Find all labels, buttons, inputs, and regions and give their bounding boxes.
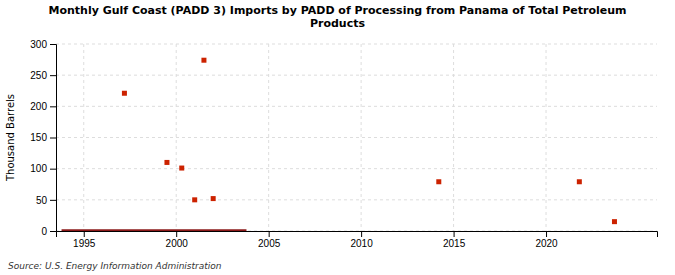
tick-label: 50: [36, 195, 48, 206]
point: [164, 160, 169, 165]
tick-label: 250: [30, 70, 47, 81]
tick: 2020: [535, 231, 558, 249]
tick-label: 200: [30, 101, 47, 112]
tick: 2005: [258, 231, 281, 249]
y-axis: 0 50 100 150 200 250 300: [30, 39, 56, 237]
tick: 300: [30, 39, 56, 50]
tick-label: 150: [30, 132, 47, 143]
line: [62, 229, 247, 231]
grid-line-y: [56, 168, 657, 169]
tick-mark: [84, 231, 85, 237]
tick: 2010: [350, 231, 373, 249]
tick: 1995: [73, 231, 96, 249]
grid-line-x: [546, 44, 547, 231]
tick: 2015: [443, 231, 466, 249]
tick-mark: [50, 169, 56, 170]
grid-line-x: [361, 44, 362, 231]
tick-mark: [50, 75, 56, 76]
tick-mark: [454, 231, 455, 237]
title-line: Products: [310, 17, 366, 30]
tick: 100: [30, 163, 56, 174]
tick: 50: [36, 195, 56, 206]
tick-label: 2020: [535, 238, 558, 249]
grid-line-y: [56, 199, 657, 200]
tick: 150: [30, 132, 56, 143]
grid-line-y: [56, 137, 657, 138]
tick-mark: [50, 44, 56, 45]
tick-mark: [50, 138, 56, 139]
tick-mark: [50, 200, 56, 201]
title-line: Monthly Gulf Coast (PADD 3) Imports by P…: [48, 4, 626, 17]
tick-label: 1995: [73, 238, 96, 249]
grid-line-y: [56, 75, 657, 76]
tick-mark: [50, 106, 56, 107]
tick-mark: [361, 231, 362, 237]
grid-line-y: [56, 44, 657, 45]
tick: 2000: [166, 231, 189, 249]
grid-line-y: [56, 106, 657, 107]
point: [436, 179, 441, 184]
point: [201, 58, 206, 63]
tick-label: 2005: [258, 238, 281, 249]
tick-mark: [50, 231, 56, 232]
axis-domain: [50, 45, 57, 232]
marks: [62, 58, 617, 231]
tick-label: 2015: [443, 238, 466, 249]
point: [211, 196, 216, 201]
grid: [56, 44, 657, 231]
point: [612, 219, 617, 224]
point: [179, 166, 184, 171]
tick: 200: [30, 101, 56, 112]
y-axis-title: Thousand Barrels: [5, 94, 16, 182]
tick-label: 0: [41, 226, 47, 237]
point: [192, 197, 197, 202]
x-axis: 1995 2000 2005 2010 2015 2020: [57, 231, 658, 249]
chart: 1995 2000 2005 2010 2015 2020 0 50 100 150 200 250 3…: [0, 0, 675, 275]
point: [577, 179, 582, 184]
tick-mark: [269, 231, 270, 237]
plot: 1995 2000 2005 2010 2015 2020 0 50 100 150 200 250 3…: [30, 39, 657, 249]
tick-label: 2000: [166, 238, 189, 249]
axis-domain: [57, 232, 658, 238]
title: Monthly Gulf Coast (PADD 3) Imports by P…: [48, 4, 626, 30]
tick-label: 300: [30, 39, 47, 50]
tick-mark: [176, 231, 177, 237]
tick: 250: [30, 70, 56, 81]
grid-line-x: [83, 44, 84, 231]
annotation: Source: U.S. Energy Information Administ…: [8, 261, 222, 271]
tick: 0: [41, 226, 56, 237]
tick-mark: [546, 231, 547, 237]
tick-label: 2010: [350, 238, 373, 249]
tick-label: 100: [30, 163, 47, 174]
point: [122, 91, 127, 96]
